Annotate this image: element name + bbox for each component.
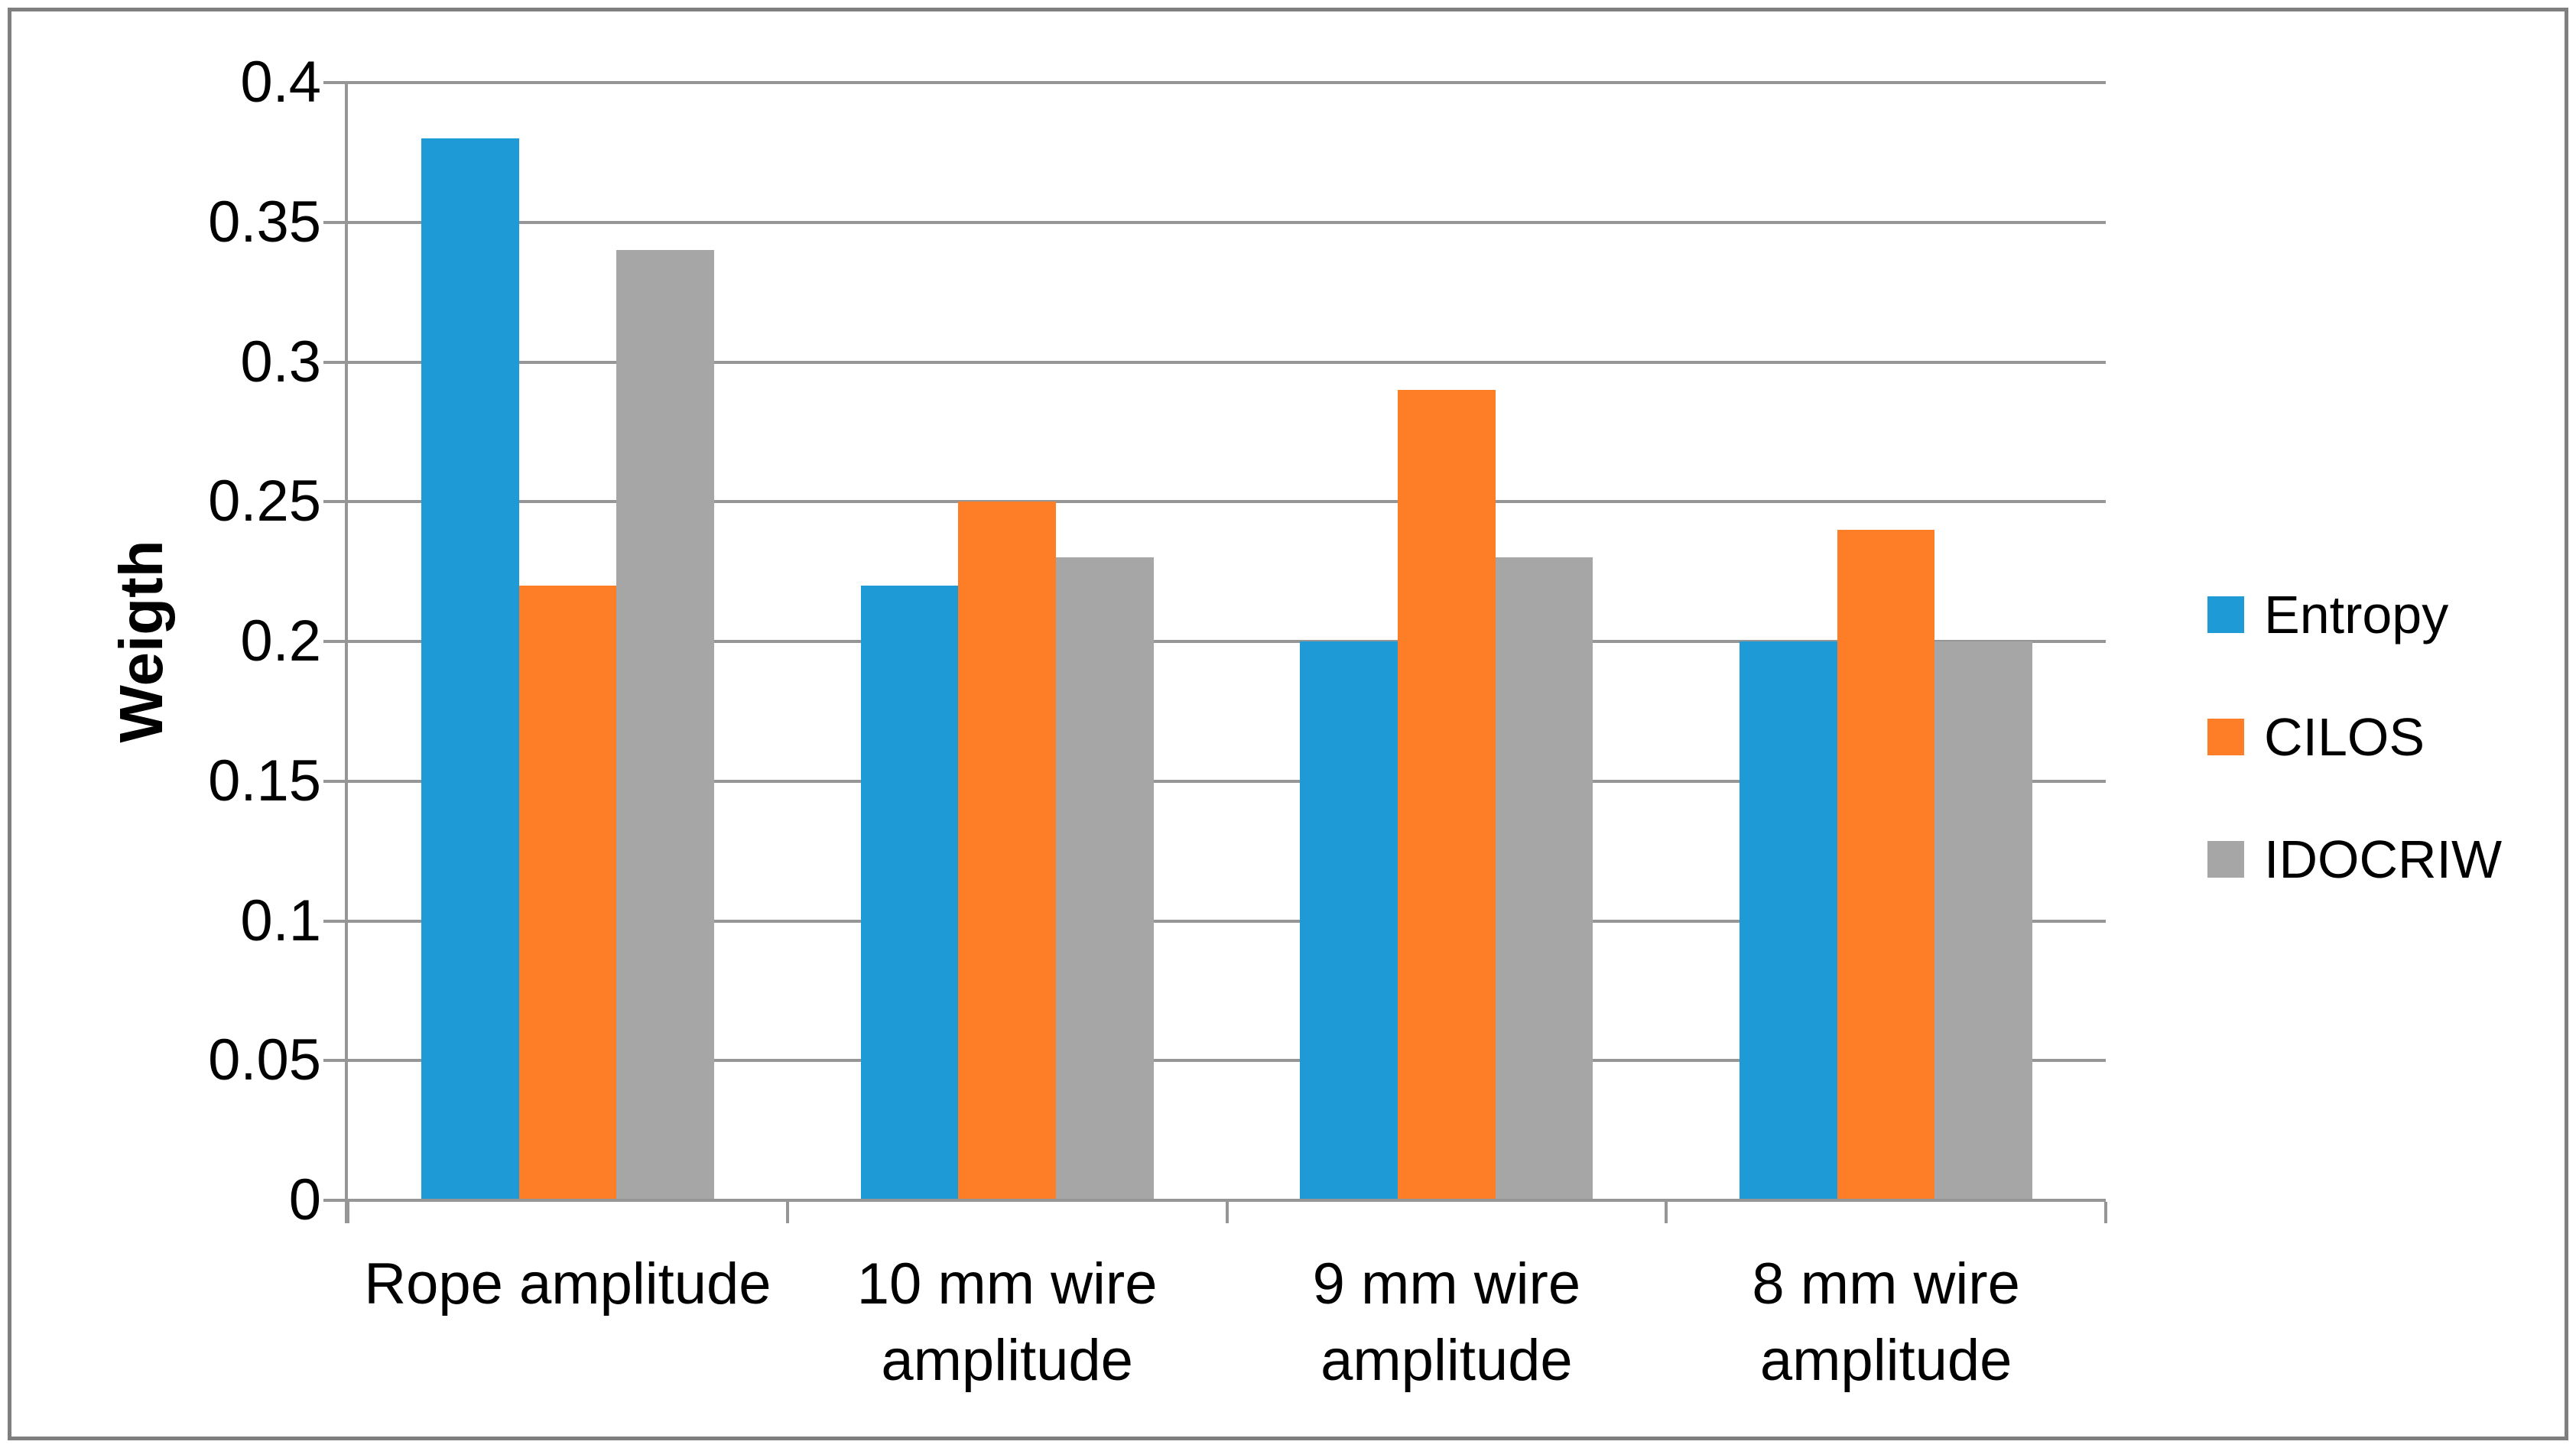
category-label-line: Rope amplitude: [364, 1252, 772, 1317]
y-tick-label-0.3: 0.3: [240, 329, 321, 394]
x-axis-line: [345, 1199, 2106, 1202]
legend-item-entropy: Entropy: [2207, 585, 2449, 644]
bar-entropy-9-mm-wire-amplitude: [1300, 641, 1398, 1200]
category-label-8-mm-wire-amplitude: 8 mm wire amplitude: [1666, 1246, 2106, 1399]
legend-item-idocriw: IDOCRIW: [2207, 830, 2503, 889]
y-tick-label-0: 0: [288, 1167, 321, 1232]
gridline-0.25: [348, 500, 2106, 504]
legend-item-cilos: CILOS: [2207, 707, 2425, 767]
bar-cilos-9-mm-wire-amplitude: [1398, 390, 1496, 1200]
y-tick-label-0.4: 0.4: [240, 50, 321, 115]
y-tick-0.05: [323, 1059, 345, 1063]
bar-idocriw-9-mm-wire-amplitude: [1495, 557, 1593, 1200]
x-tick-boundary-4: [2104, 1202, 2107, 1223]
category-label-line: 8 mm wire: [1752, 1252, 2020, 1317]
gridline-0.05: [348, 1059, 2106, 1063]
gridline-0.3: [348, 360, 2106, 364]
bar-entropy-10-mm-wire-amplitude: [860, 585, 959, 1200]
legend-label-entropy: Entropy: [2264, 585, 2449, 644]
y-tick-label-0.2: 0.2: [240, 609, 321, 674]
category-label-10-mm-wire-amplitude: 10 mm wire amplitude: [788, 1246, 1227, 1399]
x-tick-boundary-1: [785, 1202, 789, 1223]
bar-cilos-10-mm-wire-amplitude: [958, 502, 1056, 1200]
bar-idocriw-rope-amplitude: [616, 250, 714, 1200]
category-label-line: amplitude: [1759, 1328, 2012, 1393]
gridline-0.35: [348, 220, 2106, 224]
y-axis-line: [345, 81, 348, 1223]
bar-entropy-8-mm-wire-amplitude: [1740, 641, 1837, 1200]
y-tick-0.15: [323, 779, 345, 783]
chart-outer-border: [8, 8, 2568, 1440]
y-tick-label-0.25: 0.25: [208, 469, 321, 534]
bar-cilos-rope-amplitude: [518, 585, 617, 1200]
category-label-rope-amplitude: Rope amplitude: [348, 1246, 788, 1323]
category-label-line: 9 mm wire: [1312, 1252, 1581, 1317]
y-tick-0.1: [323, 919, 345, 923]
bar-cilos-8-mm-wire-amplitude: [1837, 529, 1935, 1200]
category-label-line: amplitude: [881, 1328, 1133, 1393]
legend-swatch-entropy-icon: [2207, 596, 2244, 633]
y-tick-0.4: [323, 81, 345, 84]
y-tick-label-0.05: 0.05: [208, 1028, 321, 1093]
bar-idocriw-10-mm-wire-amplitude: [1055, 557, 1154, 1200]
gridline-0.4: [348, 81, 2106, 84]
gridline-0.1: [348, 919, 2106, 923]
y-tick-0.35: [323, 220, 345, 224]
y-tick-label-0.15: 0.15: [208, 748, 321, 813]
category-label-9-mm-wire-amplitude: 9 mm wire amplitude: [1227, 1246, 1667, 1399]
legend-swatch-idocriw-icon: [2207, 841, 2244, 878]
x-tick-boundary-3: [1665, 1202, 1668, 1223]
y-tick-0.3: [323, 360, 345, 364]
bar-idocriw-8-mm-wire-amplitude: [1934, 641, 2033, 1200]
gridline-0.2: [348, 640, 2106, 643]
category-label-line: 10 mm wire: [856, 1252, 1158, 1317]
y-tick-0.25: [323, 500, 345, 504]
gridline-0.15: [348, 779, 2106, 783]
y-tick-0: [323, 1199, 345, 1202]
legend-label-cilos: CILOS: [2264, 707, 2425, 767]
x-tick-boundary-2: [1225, 1202, 1229, 1223]
y-tick-0.2: [323, 640, 345, 643]
y-tick-label-0.1: 0.1: [240, 888, 321, 953]
y-tick-label-0.35: 0.35: [208, 189, 321, 255]
bar-entropy-rope-amplitude: [421, 138, 519, 1200]
legend-label-idocriw: IDOCRIW: [2264, 830, 2503, 889]
x-tick-boundary-0: [346, 1202, 349, 1223]
category-label-line: amplitude: [1320, 1328, 1573, 1393]
legend-swatch-cilos-icon: [2207, 719, 2244, 755]
